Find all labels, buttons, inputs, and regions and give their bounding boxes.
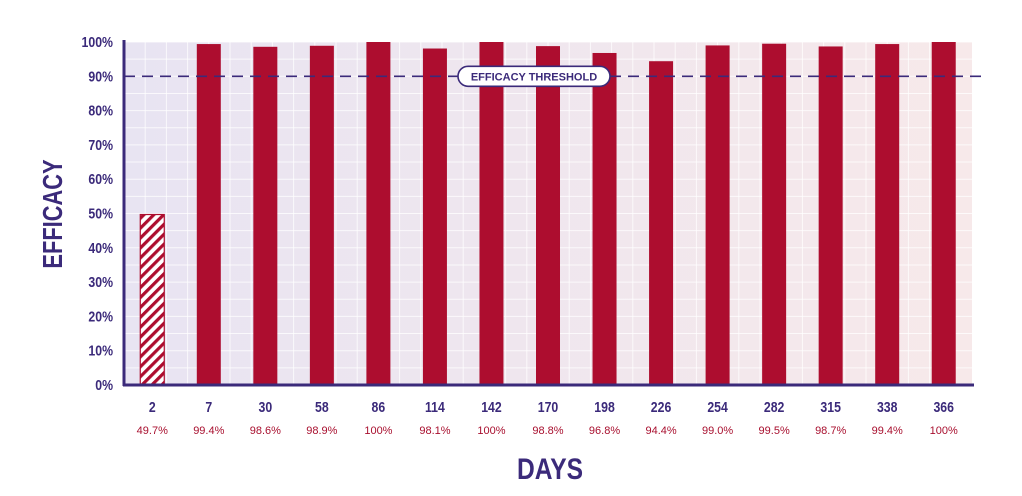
threshold-label-box (457, 65, 611, 88)
x-tick-label: 30 (258, 399, 272, 415)
bar (366, 42, 391, 385)
data-label: 99.4% (872, 425, 903, 437)
x-tick-label: 226 (651, 399, 672, 415)
data-label: 99.5% (759, 425, 790, 437)
data-label: 98.9% (306, 425, 337, 437)
bar (875, 44, 900, 386)
threshold-marker: EFFICACY THRESHOLD (124, 65, 982, 88)
x-tick-label: 198 (594, 399, 615, 415)
x-tick-label: 282 (764, 399, 785, 415)
data-label: 100% (364, 425, 392, 437)
bar (309, 45, 334, 385)
data-label: 49.7% (137, 425, 168, 437)
y-tick-label: 80% (88, 102, 113, 118)
data-label: 98.7% (815, 425, 846, 437)
x-tick-label: 338 (877, 399, 898, 415)
bar (196, 44, 221, 386)
data-labels: 49.7% 99.4% 98.6% 98.9% 100% 98.1% 100% 98.8% 96… (137, 425, 958, 437)
x-tick-label: 315 (820, 399, 841, 415)
y-tick-label: 40% (88, 240, 113, 256)
y-tick-label: 70% (88, 137, 113, 153)
y-tick-label: 30% (88, 274, 113, 290)
x-tick-label: 254 (707, 399, 728, 415)
data-label: 100% (930, 425, 958, 437)
bar (253, 46, 278, 385)
x-tick-label: 142 (481, 399, 502, 415)
y-tick-label: 20% (88, 308, 113, 324)
bar (931, 42, 956, 385)
x-tick-label: 170 (538, 399, 559, 415)
x-axis-title: DAYS (517, 452, 583, 486)
y-tick-label: 100% (82, 34, 113, 50)
bars (139, 42, 956, 386)
x-tick-label: 2 (149, 399, 156, 415)
x-tick-label: 366 (933, 399, 954, 415)
data-label: 96.8% (589, 425, 620, 437)
bar (592, 52, 617, 385)
data-label: 99.0% (702, 425, 733, 437)
bar (422, 48, 447, 385)
bar (649, 61, 674, 385)
x-tick-label: 86 (372, 399, 386, 415)
data-label: 98.6% (250, 425, 281, 437)
y-axis-title: EFFICACY (37, 159, 68, 268)
x-tick-label: 114 (425, 399, 445, 415)
bar (536, 46, 560, 386)
data-label: 99.4% (193, 425, 224, 437)
y-tick-labels: 0% 10% 20% 30% 40% 50% 60% 70% 80% 90% 100% (82, 34, 113, 393)
bar (818, 46, 843, 386)
y-tick-label: 60% (88, 171, 113, 187)
x-tick-label: 7 (205, 399, 212, 415)
bar (762, 43, 787, 386)
y-tick-label: 10% (88, 343, 113, 359)
bar (479, 42, 504, 385)
data-label: 98.8% (532, 425, 563, 437)
bar (705, 45, 730, 386)
y-tick-label: 50% (88, 205, 113, 221)
y-tick-label: 0% (95, 377, 113, 393)
x-tick-labels: 2 7 30 58 86 114 142 170 198 226 254 282 315 338 366 (149, 399, 954, 415)
threshold-label: EFFICACY THRESHOLD (471, 71, 597, 83)
data-label: 100% (477, 425, 505, 437)
bar (139, 213, 165, 386)
y-tick-label: 90% (88, 68, 113, 84)
data-label: 94.4% (645, 425, 676, 437)
data-label: 98.1% (419, 425, 450, 437)
x-tick-label: 58 (315, 399, 329, 415)
